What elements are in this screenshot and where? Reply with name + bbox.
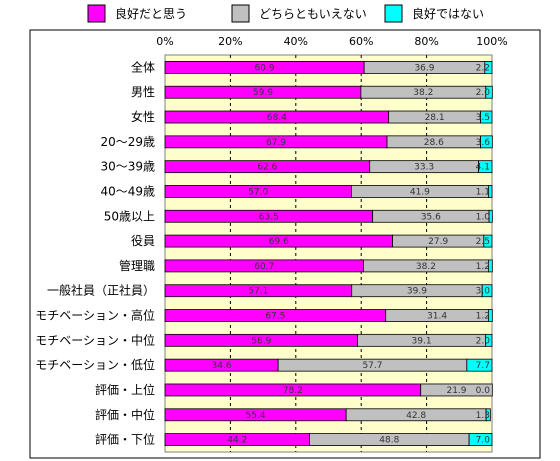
bar-segment-7-2 xyxy=(483,234,493,248)
value-label-14-1: 42.8 xyxy=(406,411,426,421)
category-label-14: 評価・中位 xyxy=(95,407,155,422)
bar-segment-8-2 xyxy=(488,259,493,273)
value-label-5-0: 57.0 xyxy=(248,187,268,197)
value-label-10-2: 1.2 xyxy=(476,312,490,322)
value-label-0-0: 60.9 xyxy=(255,63,275,73)
value-label-10-0: 67.5 xyxy=(265,312,285,322)
value-label-2-2: 3.5 xyxy=(476,113,490,123)
bar-segment-9-2 xyxy=(481,284,493,298)
value-label-12-0: 34.6 xyxy=(212,361,232,371)
category-label-6: 50歳以上 xyxy=(104,209,155,223)
x-tick-label-1: 20% xyxy=(218,35,242,48)
value-label-11-1: 39.1 xyxy=(412,336,432,346)
x-tick-label-2: 40% xyxy=(284,35,308,48)
value-label-0-2: 2.2 xyxy=(476,63,490,73)
value-label-3-1: 28.6 xyxy=(424,138,444,148)
value-label-1-0: 59.9 xyxy=(253,88,273,98)
legend-swatch-1 xyxy=(231,4,250,23)
bar-segment-10-2 xyxy=(488,309,493,322)
category-label-11: モチベーション・中位 xyxy=(35,332,155,347)
value-label-9-1: 39.9 xyxy=(407,287,427,297)
category-label-5: 40～49歳 xyxy=(100,184,155,198)
category-label-7: 役員 xyxy=(131,233,155,248)
bar-segment-1-2 xyxy=(485,85,493,99)
category-label-9: 一般社員（正社員） xyxy=(47,283,155,298)
value-label-6-2: 1.0 xyxy=(476,212,491,222)
value-label-15-2: 7.0 xyxy=(476,436,491,446)
value-label-13-2: 0.0 xyxy=(476,386,491,396)
value-label-1-2: 2.0 xyxy=(476,88,491,98)
value-label-8-2: 1.2 xyxy=(476,262,490,272)
value-label-14-2: 1.3 xyxy=(476,411,490,421)
value-label-11-0: 58.9 xyxy=(251,336,271,346)
legend-swatch-0 xyxy=(87,4,106,23)
category-label-3: 20～29歳 xyxy=(100,135,155,149)
legend-label-2: 良好ではない xyxy=(412,6,484,21)
value-label-4-1: 33.3 xyxy=(414,163,434,173)
x-tick-label-5: 100% xyxy=(476,35,507,48)
legend-label-1: どちらともいえない xyxy=(259,7,367,21)
value-label-12-2: 7.7 xyxy=(476,361,490,371)
category-label-15: 評価・下位 xyxy=(95,432,155,447)
value-label-6-1: 35.6 xyxy=(421,212,441,222)
value-label-11-2: 2.0 xyxy=(476,336,491,346)
bar-segment-14-2 xyxy=(485,408,491,422)
category-label-0: 全体 xyxy=(131,59,155,74)
value-label-9-2: 3.0 xyxy=(476,287,491,297)
value-label-6-0: 63.5 xyxy=(259,212,279,222)
value-label-13-1: 21.9 xyxy=(446,386,466,396)
value-label-2-1: 28.1 xyxy=(425,113,445,123)
value-label-1-1: 38.2 xyxy=(413,88,433,98)
bar-segment-5-2 xyxy=(488,185,493,198)
value-label-7-1: 27.9 xyxy=(428,237,448,247)
category-label-1: 男性 xyxy=(131,85,155,99)
bar-segment-3-2 xyxy=(480,135,493,149)
value-label-10-1: 31.4 xyxy=(427,312,447,322)
value-label-0-1: 36.9 xyxy=(414,63,434,73)
x-tick-label-4: 80% xyxy=(414,35,438,48)
bar-segment-12-2 xyxy=(466,358,493,372)
value-label-9-0: 57.1 xyxy=(248,287,268,297)
value-label-8-1: 38.2 xyxy=(416,262,436,272)
legend: 良好だと思う どちらともいえない 良好ではない xyxy=(87,4,484,23)
value-label-12-1: 57.7 xyxy=(362,361,382,371)
value-label-15-0: 44.2 xyxy=(227,436,247,446)
value-label-3-0: 67.9 xyxy=(266,138,286,148)
legend-label-0: 良好だと思う xyxy=(115,6,187,21)
bar-segment-6-2 xyxy=(488,209,493,223)
bar-segment-4-2 xyxy=(478,160,493,174)
bar-segment-11-2 xyxy=(485,333,493,347)
category-label-4: 30～39歳 xyxy=(100,160,155,174)
value-label-5-2: 1.1 xyxy=(476,187,490,197)
value-label-5-1: 41.9 xyxy=(410,187,430,197)
value-label-15-1: 48.8 xyxy=(379,436,399,446)
bar-segment-0-2 xyxy=(484,61,493,74)
category-label-10: モチベーション・高位 xyxy=(35,308,155,323)
value-label-8-0: 60.7 xyxy=(254,262,274,272)
x-axis-ticks: 0% 20% 40% 60% 80% 100% xyxy=(156,35,507,48)
value-label-7-2: 2.5 xyxy=(476,237,490,247)
value-label-14-0: 55.4 xyxy=(246,411,266,421)
value-label-2-0: 68.4 xyxy=(267,113,287,123)
value-label-3-2: 3.6 xyxy=(476,138,491,148)
value-label-4-2: 4.1 xyxy=(476,163,490,173)
bar-segment-2-2 xyxy=(480,110,493,124)
category-label-13: 評価・上位 xyxy=(95,382,155,397)
value-label-13-0: 78.2 xyxy=(283,386,303,396)
x-tick-label-3: 60% xyxy=(349,35,373,48)
bars: 60.9 36.9 2.2 59.9 38.2 2.0 68.4 28.1 3.5 67.9 28.… xyxy=(164,61,493,446)
value-label-4-0: 62.6 xyxy=(257,163,277,173)
category-label-12: モチベーション・低位 xyxy=(35,357,155,372)
value-label-7-0: 69.6 xyxy=(269,237,289,247)
legend-swatch-2 xyxy=(384,4,403,23)
bar-segment-13-1 xyxy=(420,383,493,397)
bar-segment-15-2 xyxy=(468,433,493,446)
x-tick-label-0: 0% xyxy=(156,35,173,48)
category-label-8: 管理職 xyxy=(119,258,155,273)
category-label-2: 女性 xyxy=(131,109,155,124)
